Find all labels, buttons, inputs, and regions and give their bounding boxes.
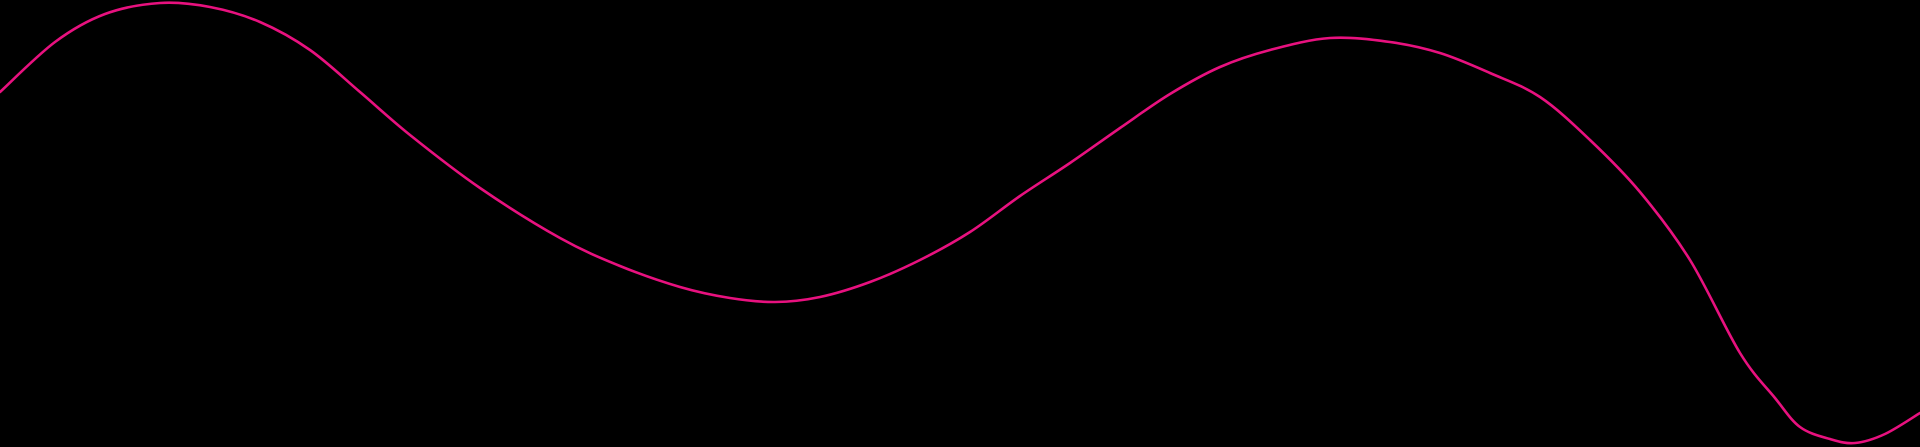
- wave-curve: [0, 1, 1920, 445]
- wave-chart-svg: [0, 1, 1920, 445]
- chart-canvas: [0, 1, 1920, 445]
